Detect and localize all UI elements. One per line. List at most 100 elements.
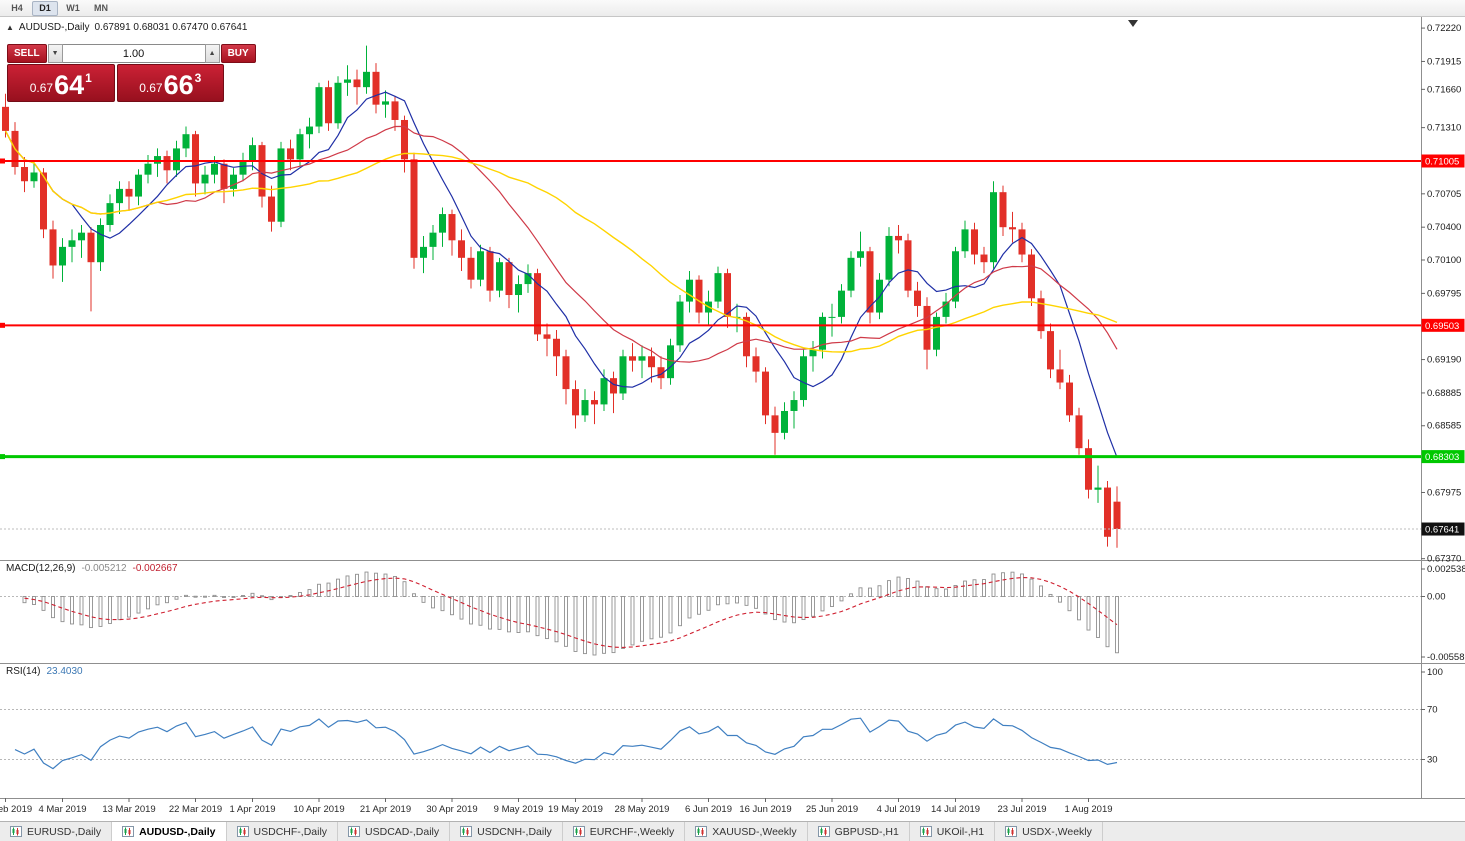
timeframe-button-w1[interactable]: W1 [60,1,86,16]
chart-tab-eurchf-weekly[interactable]: EURCHF-,Weekly [562,822,686,841]
rsi-value: 23.4030 [46,666,83,677]
svg-text:9 May 2019: 9 May 2019 [494,804,544,815]
svg-text:23 Jul 2019: 23 Jul 2019 [997,804,1046,815]
chart-tab-usdx-weekly[interactable]: USDX-,Weekly [995,822,1103,841]
chart-tab-audusd-daily[interactable]: AUDUSD-,Daily [112,822,227,841]
chart-icon [348,826,361,837]
svg-text:4 Mar 2019: 4 Mar 2019 [38,804,86,815]
sell-price-pips: 64 [54,70,85,100]
svg-text:0.67370: 0.67370 [1427,554,1461,565]
macd-main-value: -0.005212 [81,563,127,574]
macd-label-row: MACD(12,26,9) -0.005212 -0.002667 [6,563,178,574]
volume-control: ▼ ▲ [47,44,220,63]
svg-text:0.68585: 0.68585 [1427,421,1461,432]
svg-text:100: 100 [1427,667,1443,678]
svg-text:1 Apr 2019: 1 Apr 2019 [230,804,276,815]
chart-tab-label: AUDUSD-,Daily [139,825,216,838]
rsi-label: RSI(14) [6,666,41,677]
chart-area[interactable]: 0.72220 0.71915 0.71660 0.71310 0.70705 0.704… [0,17,1465,821]
chart-icon [1005,826,1018,837]
one-click-trading-panel: SELL ▼ ▲ BUY 0.67 64 1 0.67 66 3 [7,44,256,102]
timeframe-button-h4[interactable]: H4 [4,1,30,16]
svg-text:0.69190: 0.69190 [1427,355,1461,366]
sell-button[interactable]: SELL [7,44,47,63]
timeframe-button-mn[interactable]: MN [88,1,114,16]
svg-text:22 Feb 2019: 22 Feb 2019 [0,804,32,815]
svg-text:0.00: 0.00 [1427,592,1446,603]
buy-price-prefix: 0.67 [139,81,163,95]
volume-input[interactable] [62,44,205,63]
svg-text:0.70400: 0.70400 [1427,222,1461,233]
svg-text:0.68303: 0.68303 [1425,452,1459,463]
chart-tab-label: GBPUSD-,H1 [834,825,899,838]
svg-text:6 Jun 2019: 6 Jun 2019 [685,804,732,815]
sell-price-prefix: 0.67 [29,81,54,95]
volume-decrease-button[interactable]: ▼ [47,44,63,63]
svg-text:70: 70 [1427,705,1438,716]
svg-text:10 Apr 2019: 10 Apr 2019 [293,804,344,815]
svg-text:30 Apr 2019: 30 Apr 2019 [426,804,477,815]
svg-text:21 Apr 2019: 21 Apr 2019 [360,804,411,815]
svg-text:1 Aug 2019: 1 Aug 2019 [1064,804,1112,815]
chart-tab-label: USDX-,Weekly [1022,825,1092,838]
svg-text:30: 30 [1427,755,1438,766]
svg-text:14 Jul 2019: 14 Jul 2019 [931,804,980,815]
svg-text:0.70100: 0.70100 [1427,255,1461,266]
chart-tab-label: EURCHF-,Weekly [589,825,675,838]
buy-button[interactable]: BUY [220,44,256,63]
chart-icon [122,826,135,837]
chart-svg[interactable]: 0.72220 0.71915 0.71660 0.71310 0.70705 0.704… [0,17,1465,821]
chart-icon [236,826,249,837]
macd-label: MACD(12,26,9) [6,563,76,574]
collapse-arrow-icon[interactable]: ▲ [6,23,14,32]
chart-ohlc-values: 0.67891 0.68031 0.67470 0.67641 [94,22,248,33]
chart-icon [817,826,830,837]
chart-tab-usdcad-daily[interactable]: USDCAD-,Daily [338,822,451,841]
chart-tab-label: EURUSD-,Daily [27,825,102,838]
svg-text:0.002538: 0.002538 [1427,564,1465,575]
svg-text:0.67975: 0.67975 [1427,487,1461,498]
timeframe-button-d1[interactable]: D1 [32,0,58,16]
chart-tab-label: USDCHF-,Daily [253,825,328,838]
chart-tab-label: UKOil-,H1 [936,825,985,838]
chart-tab-label: USDCAD-,Daily [365,825,440,838]
chart-tab-label: USDCNH-,Daily [477,825,552,838]
sell-price-point: 1 [85,71,92,85]
chart-title-row: ▲ AUDUSD-,Daily 0.67891 0.68031 0.67470 … [6,22,247,33]
macd-layer [22,571,1119,656]
svg-text:22 Mar 2019: 22 Mar 2019 [169,804,222,815]
sell-price-button[interactable]: 0.67 64 1 [7,64,115,102]
chart-tabs-bar: EURUSD-,Daily AUDUSD-,Daily USDCHF-,Daily U… [0,821,1465,841]
chart-icon [572,826,585,837]
svg-text:4 Jul 2019: 4 Jul 2019 [877,804,921,815]
svg-text:16 Jun 2019: 16 Jun 2019 [739,804,791,815]
svg-text:0.69795: 0.69795 [1427,288,1461,299]
svg-text:0.68885: 0.68885 [1427,388,1461,399]
svg-text:13 Mar 2019: 13 Mar 2019 [102,804,155,815]
chart-icon [695,826,708,837]
svg-text:25 Jun 2019: 25 Jun 2019 [806,804,858,815]
chart-title: AUDUSD-,Daily [18,22,90,33]
volume-increase-button[interactable]: ▲ [204,44,220,63]
svg-text:0.72220: 0.72220 [1427,23,1461,34]
timeframe-toolbar: H4 D1 W1 MN [0,0,1465,17]
buy-price-button[interactable]: 0.67 66 3 [116,64,224,102]
svg-text:0.71005: 0.71005 [1425,157,1459,168]
svg-text:0.71660: 0.71660 [1427,84,1461,95]
chart-icon [460,826,473,837]
svg-text:0.71310: 0.71310 [1427,123,1461,134]
chart-tab-xauusd-weekly[interactable]: XAUUSD-,Weekly [685,822,808,841]
chart-tab-ukoil-h1[interactable]: UKOil-,H1 [909,822,996,841]
candles-layer [2,45,1121,548]
chart-tab-usdcnh-daily[interactable]: USDCNH-,Daily [450,822,563,841]
chart-tab-label: XAUUSD-,Weekly [712,825,797,838]
chart-tab-usdchf-daily[interactable]: USDCHF-,Daily [226,822,339,841]
svg-text:0.71915: 0.71915 [1427,56,1461,67]
chart-tab-eurusd-daily[interactable]: EURUSD-,Daily [0,822,113,841]
macd-signal-value: -0.002667 [132,563,178,574]
chart-tab-gbpusd-h1[interactable]: GBPUSD-,H1 [807,822,910,841]
svg-text:0.67641: 0.67641 [1425,525,1459,536]
chart-icon [919,826,932,837]
chart-shift-marker-icon [1128,20,1138,27]
